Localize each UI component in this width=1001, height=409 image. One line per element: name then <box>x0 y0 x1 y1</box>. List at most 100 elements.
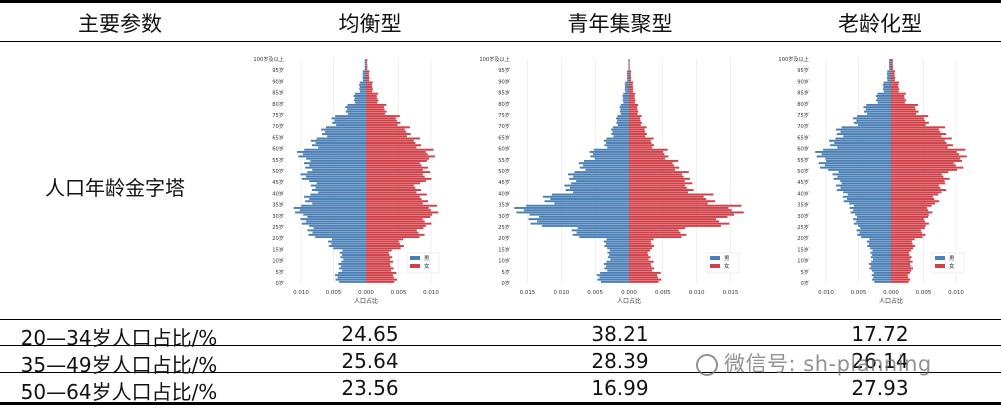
bar-female <box>629 240 651 243</box>
bar-female <box>629 256 651 259</box>
bar-male <box>869 238 891 241</box>
bar-female <box>629 204 742 207</box>
bar-male <box>853 209 891 212</box>
bar-male <box>310 159 366 162</box>
bar-female <box>891 222 929 225</box>
bar-female <box>629 61 630 64</box>
bar-female <box>366 168 423 171</box>
y-tick-label: 85岁 <box>797 89 809 97</box>
bar-male <box>873 271 891 274</box>
bar-female <box>366 137 421 140</box>
bar-female <box>629 254 649 256</box>
bar-female <box>366 74 370 77</box>
y-tick-label: 5岁 <box>276 268 285 276</box>
bar-female <box>891 171 949 174</box>
bar-female <box>366 211 439 214</box>
bar-male <box>849 206 891 209</box>
bar-male <box>841 182 891 185</box>
bar-female <box>366 276 394 279</box>
bar-female <box>629 79 631 82</box>
bar-male <box>537 220 629 223</box>
bar-male <box>870 256 891 259</box>
bar-male <box>569 177 629 180</box>
bar-male <box>863 106 891 109</box>
x-tick-label: 0.010 <box>553 290 569 296</box>
y-tick-label: 90岁 <box>797 77 809 85</box>
bar-male <box>606 242 629 245</box>
bar-male <box>359 81 366 84</box>
bar-male <box>835 128 891 131</box>
value-aging-50-64: 27.93 <box>851 376 909 400</box>
bar-male <box>572 191 629 194</box>
bar-male <box>551 193 629 196</box>
y-tick-label: 60岁 <box>797 145 809 153</box>
y-tick-label: 80岁 <box>797 100 809 108</box>
bar-male <box>619 110 629 113</box>
bar-female <box>366 106 384 109</box>
bar-male <box>308 233 366 236</box>
bar-male <box>310 139 366 142</box>
bar-male <box>328 245 366 248</box>
bar-male <box>318 146 366 149</box>
bar-female <box>366 238 404 241</box>
bar-female <box>891 133 947 136</box>
bar-male <box>616 117 629 120</box>
bar-male <box>354 97 366 100</box>
x-tick-label: 0.015 <box>520 290 536 296</box>
bar-female <box>629 184 686 187</box>
bar-female <box>366 206 429 209</box>
bar-male <box>888 61 891 64</box>
bar-female <box>366 171 431 174</box>
bar-male <box>883 81 891 84</box>
bar-female <box>891 153 959 156</box>
bar-female <box>366 274 393 277</box>
bar-female <box>891 251 909 254</box>
bar-male <box>579 166 629 169</box>
bar-female <box>891 110 919 113</box>
bar-male <box>600 271 629 274</box>
bar-male <box>832 173 891 176</box>
bar-male <box>516 211 629 214</box>
bar-female <box>629 177 690 180</box>
bar-female <box>366 157 430 160</box>
bar-male <box>309 198 366 200</box>
bar-male <box>607 256 629 259</box>
bar-female <box>366 101 378 104</box>
bar-male <box>871 269 891 272</box>
y-tick-label: 30岁 <box>272 212 284 220</box>
bar-female <box>629 162 673 165</box>
bar-female <box>629 117 641 120</box>
bar-female <box>629 249 651 252</box>
bar-female <box>891 59 894 62</box>
watermark: 微信号: sh-planning <box>696 348 932 378</box>
bar-female <box>891 209 929 212</box>
bar-female <box>366 142 416 144</box>
legend-swatch-female <box>410 264 420 268</box>
bar-female <box>366 227 424 230</box>
bar-female <box>366 180 426 183</box>
bar-female <box>366 133 411 136</box>
bar-male <box>828 139 891 142</box>
y-tick-label: 100岁及以上 <box>253 55 284 63</box>
x-tick-label: 0.015 <box>723 290 739 296</box>
bar-male <box>311 189 366 192</box>
x-tick-label: 0.000 <box>358 290 374 296</box>
bar-male <box>882 83 891 86</box>
bar-male <box>338 267 366 270</box>
bar-female <box>891 72 895 75</box>
x-axis-label: 人口占比 <box>617 297 641 305</box>
bar-female <box>366 184 414 187</box>
bar-female <box>891 81 900 84</box>
bar-male <box>312 231 366 234</box>
y-tick-label: 100岁及以上 <box>479 55 510 63</box>
bar-female <box>366 146 417 149</box>
bar-male <box>578 162 629 165</box>
bar-female <box>891 186 941 189</box>
y-tick-label: 5岁 <box>502 268 511 276</box>
bar-female <box>891 166 964 169</box>
bar-male <box>627 79 629 82</box>
bar-male <box>855 213 891 216</box>
legend-swatch-male <box>710 256 720 260</box>
bar-female <box>891 164 956 167</box>
bar-male <box>573 175 629 178</box>
